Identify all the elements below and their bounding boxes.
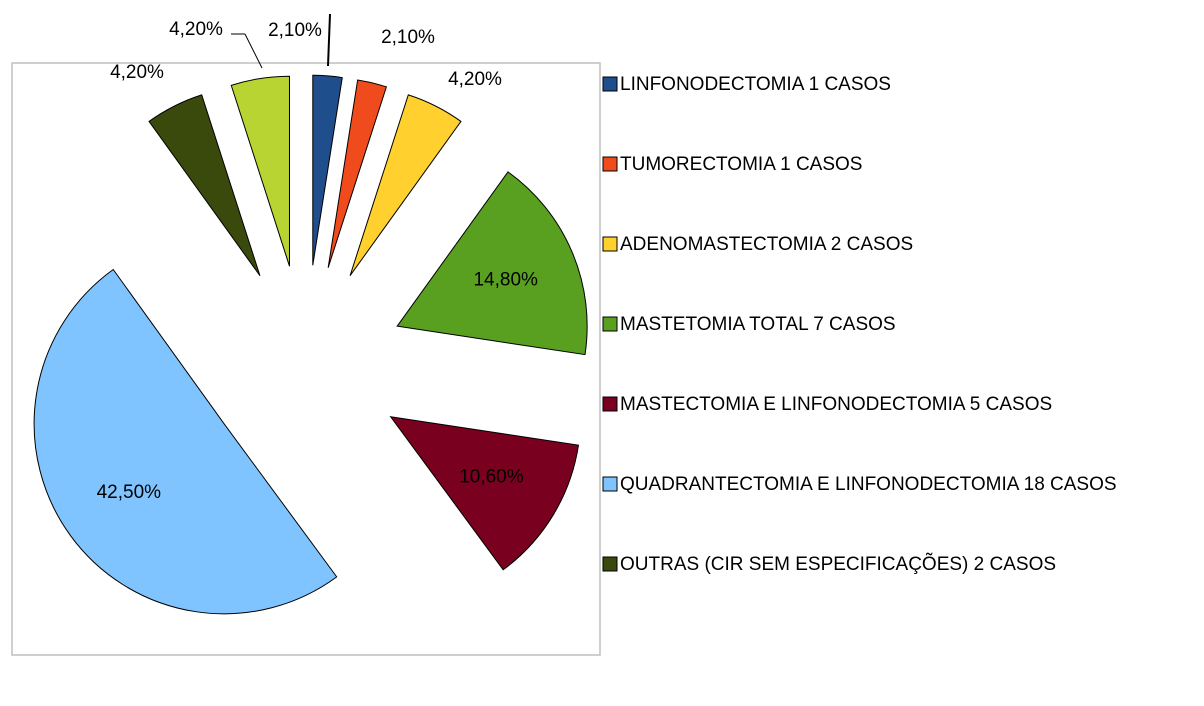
legend-swatch — [602, 156, 618, 172]
legend-swatch — [602, 476, 618, 492]
legend-swatch — [602, 396, 618, 412]
leader-line — [327, 13, 331, 67]
leader-line — [244, 33, 263, 69]
data-label: 4,20% — [448, 69, 502, 90]
legend-label: OUTRAS (CIR SEM ESPECIFICAÇÕES) 2 CASOS — [620, 553, 1056, 575]
pie-slice — [396, 171, 588, 356]
data-label: 14,80% — [473, 269, 538, 290]
data-label: 4,20% — [110, 62, 164, 83]
legend-label: TUMORECTOMIA 1 CASOS — [620, 154, 862, 175]
data-label: 2,10% — [381, 27, 435, 48]
legend-label: QUADRANTECTOMIA E LINFONODECTOMIA 18 CAS… — [620, 474, 1117, 495]
data-label: 10,60% — [459, 467, 524, 488]
data-label: 4,20% — [169, 19, 223, 40]
pie-slice — [389, 416, 580, 571]
legend-swatch — [602, 76, 618, 92]
legend-label: LINFONODECTOMIA 1 CASOS — [620, 74, 891, 95]
legend-swatch — [602, 236, 618, 252]
data-label: 42,50% — [97, 482, 162, 503]
legend-swatch — [602, 556, 618, 572]
pie-slice — [349, 94, 462, 277]
pie-slice — [230, 75, 290, 267]
pie-slice — [33, 268, 338, 615]
legend-label: MASTECTOMIA E LINFONODECTOMIA 5 CASOS — [620, 394, 1052, 415]
plot-border — [11, 62, 601, 656]
pie-slice — [148, 94, 261, 277]
data-label: 2,10% — [268, 20, 322, 41]
pie-slice — [327, 79, 388, 268]
pie-slice — [312, 74, 343, 266]
legend-swatch — [602, 316, 618, 332]
legend-label: MASTETOMIA TOTAL 7 CASOS — [620, 314, 896, 335]
legend-label: ADENOMASTECTOMIA 2 CASOS — [620, 234, 913, 255]
